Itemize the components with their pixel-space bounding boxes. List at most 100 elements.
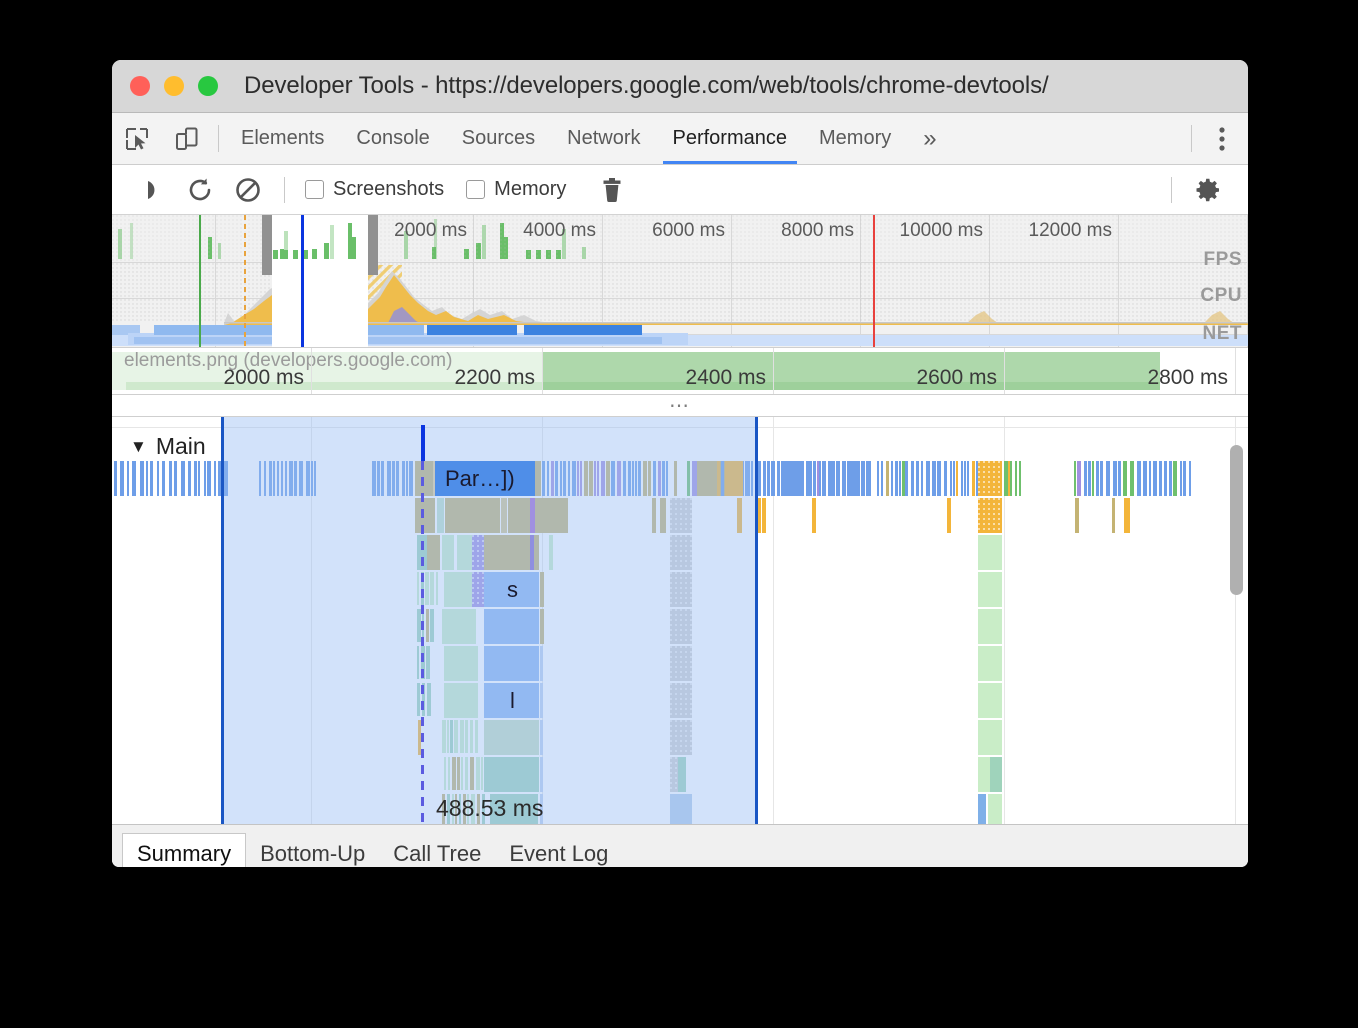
flame-bar-sliver[interactable] (742, 461, 744, 496)
tab-elements[interactable]: Elements (225, 113, 340, 164)
flame-bar-sliver[interactable] (847, 461, 850, 496)
flame-bar-sliver[interactable] (1106, 461, 1110, 496)
flame-bar-sliver[interactable] (174, 461, 177, 496)
flame-bar-sliver[interactable] (1183, 461, 1186, 496)
flame-bar-sliver[interactable] (956, 461, 958, 496)
flame-bar[interactable] (540, 683, 543, 718)
flame-bar-sliver[interactable] (372, 461, 376, 496)
network-request-bar[interactable] (126, 382, 542, 390)
flame-bar-sliver[interactable] (461, 757, 463, 790)
flame-bar-sliver[interactable] (551, 461, 554, 496)
flame-bar-sliver[interactable] (207, 461, 211, 496)
flame-bar-sliver[interactable] (259, 461, 261, 496)
flame-bar-sliver[interactable] (905, 461, 908, 496)
flame-bar[interactable] (442, 535, 454, 570)
flame-bar-sliver[interactable] (1010, 461, 1012, 496)
flame-bar-sliver[interactable] (658, 461, 661, 496)
flame-bar-sliver[interactable] (454, 720, 458, 753)
flame-bar-sliver[interactable] (944, 461, 947, 496)
flame-bar-sliver[interactable] (1084, 461, 1087, 496)
flame-bar-sliver[interactable] (294, 461, 297, 496)
flame-bar[interactable] (530, 498, 535, 533)
flame-bar-sliver[interactable] (169, 461, 172, 496)
flame-bar[interactable] (902, 461, 905, 496)
flame-bar-sliver[interactable] (409, 461, 413, 496)
flame-bar-sliver[interactable] (406, 461, 408, 496)
flame-bar-sliver[interactable] (568, 461, 570, 496)
flame-bar-sliver[interactable] (396, 461, 399, 496)
flame-bar-sliver[interactable] (427, 683, 431, 716)
flame-bar-sliver[interactable] (448, 757, 450, 790)
flame-bar-sliver[interactable] (617, 461, 621, 496)
flame-bar-sliver[interactable] (961, 461, 963, 496)
selection-right-handle[interactable] (368, 215, 378, 275)
flame-bar[interactable] (530, 535, 534, 570)
flame-bar-sliver[interactable] (132, 461, 136, 496)
flame-bar[interactable] (501, 498, 507, 533)
flame-bar-sliver[interactable] (632, 461, 634, 496)
flame-bar[interactable] (484, 757, 539, 792)
flame-bar[interactable] (464, 609, 476, 644)
flame-bar-sliver[interactable] (881, 461, 883, 496)
flame-bar-sliver[interactable] (563, 461, 566, 496)
flame-bar-sliver[interactable] (757, 461, 761, 496)
flame-bar-sliver[interactable] (467, 794, 469, 824)
flame-bar-s[interactable] (484, 572, 539, 607)
flame-bar-sliver[interactable] (281, 461, 283, 496)
flame-bar-sliver[interactable] (114, 461, 117, 496)
flame-bar[interactable] (670, 794, 692, 824)
flame-bar[interactable] (1112, 498, 1115, 533)
flame-bar-sliver[interactable] (447, 794, 450, 824)
flame-bar-sliver[interactable] (150, 461, 153, 496)
flame-bar-sliver[interactable] (1015, 461, 1017, 496)
flame-bar-sliver[interactable] (597, 461, 599, 496)
flame-bar-sliver[interactable] (606, 461, 610, 496)
flame-bar[interactable] (484, 535, 539, 570)
flame-bar-sliver[interactable] (829, 461, 831, 496)
flame-bar-sliver[interactable] (436, 572, 438, 605)
flame-bar-sliver[interactable] (447, 720, 449, 753)
flame-bar[interactable] (812, 498, 816, 533)
tab-sources[interactable]: Sources (446, 113, 551, 164)
record-button-icon[interactable] (128, 170, 176, 210)
flame-bar-sliver[interactable] (188, 461, 191, 496)
flame-bar-sliver[interactable] (745, 461, 749, 496)
inspect-cursor-icon[interactable] (112, 113, 162, 164)
flame-bar[interactable] (508, 498, 568, 533)
flame-bar[interactable] (725, 461, 739, 496)
flame-bar-sliver[interactable] (967, 461, 969, 496)
flame-bar-sliver[interactable] (798, 461, 801, 496)
flame-chart-scrollbar[interactable] (1230, 445, 1243, 595)
flame-bar-sliver[interactable] (781, 461, 783, 496)
flame-bar-sliver[interactable] (628, 461, 631, 496)
flame-bar-sliver[interactable] (455, 794, 457, 824)
checkbox-box[interactable] (466, 180, 486, 199)
tab-console[interactable]: Console (340, 113, 445, 164)
flame-bar-sliver[interactable] (662, 461, 665, 496)
tab-bottom-up[interactable]: Bottom-Up (246, 833, 379, 867)
flame-bar-sliver[interactable] (299, 461, 303, 496)
selection-left-handle[interactable] (262, 215, 272, 275)
flame-bar-sliver[interactable] (194, 461, 197, 496)
flame-bar-sliver[interactable] (1074, 461, 1076, 496)
flame-bar[interactable] (984, 535, 994, 570)
flame-bar-sliver[interactable] (594, 461, 596, 496)
flame-bar-sliver[interactable] (810, 461, 812, 496)
flame-bar-sliver[interactable] (1008, 461, 1011, 496)
flame-bar-sliver[interactable] (611, 461, 615, 496)
flame-bar[interactable] (692, 461, 697, 496)
flame-bar-sliver[interactable] (853, 461, 855, 496)
flame-bar-sliver[interactable] (430, 572, 434, 605)
flame-bar[interactable] (762, 498, 766, 533)
flame-bar-sliver[interactable] (463, 794, 466, 824)
flame-bar-sliver[interactable] (1180, 461, 1182, 496)
flame-bar-sliver[interactable] (181, 461, 185, 496)
flame-bar-sliver[interactable] (739, 461, 743, 496)
flame-bar-sliver[interactable] (751, 461, 753, 496)
flame-bar-sliver[interactable] (911, 461, 914, 496)
main-flame-chart[interactable]: ▼ Main 488.53 ms Par…]) s l (112, 417, 1248, 824)
flame-bar[interactable] (540, 757, 543, 792)
flame-bar-sliver[interactable] (964, 461, 966, 496)
flame-bar-sliver[interactable] (895, 461, 898, 496)
flame-bar-sliver[interactable] (417, 683, 420, 716)
